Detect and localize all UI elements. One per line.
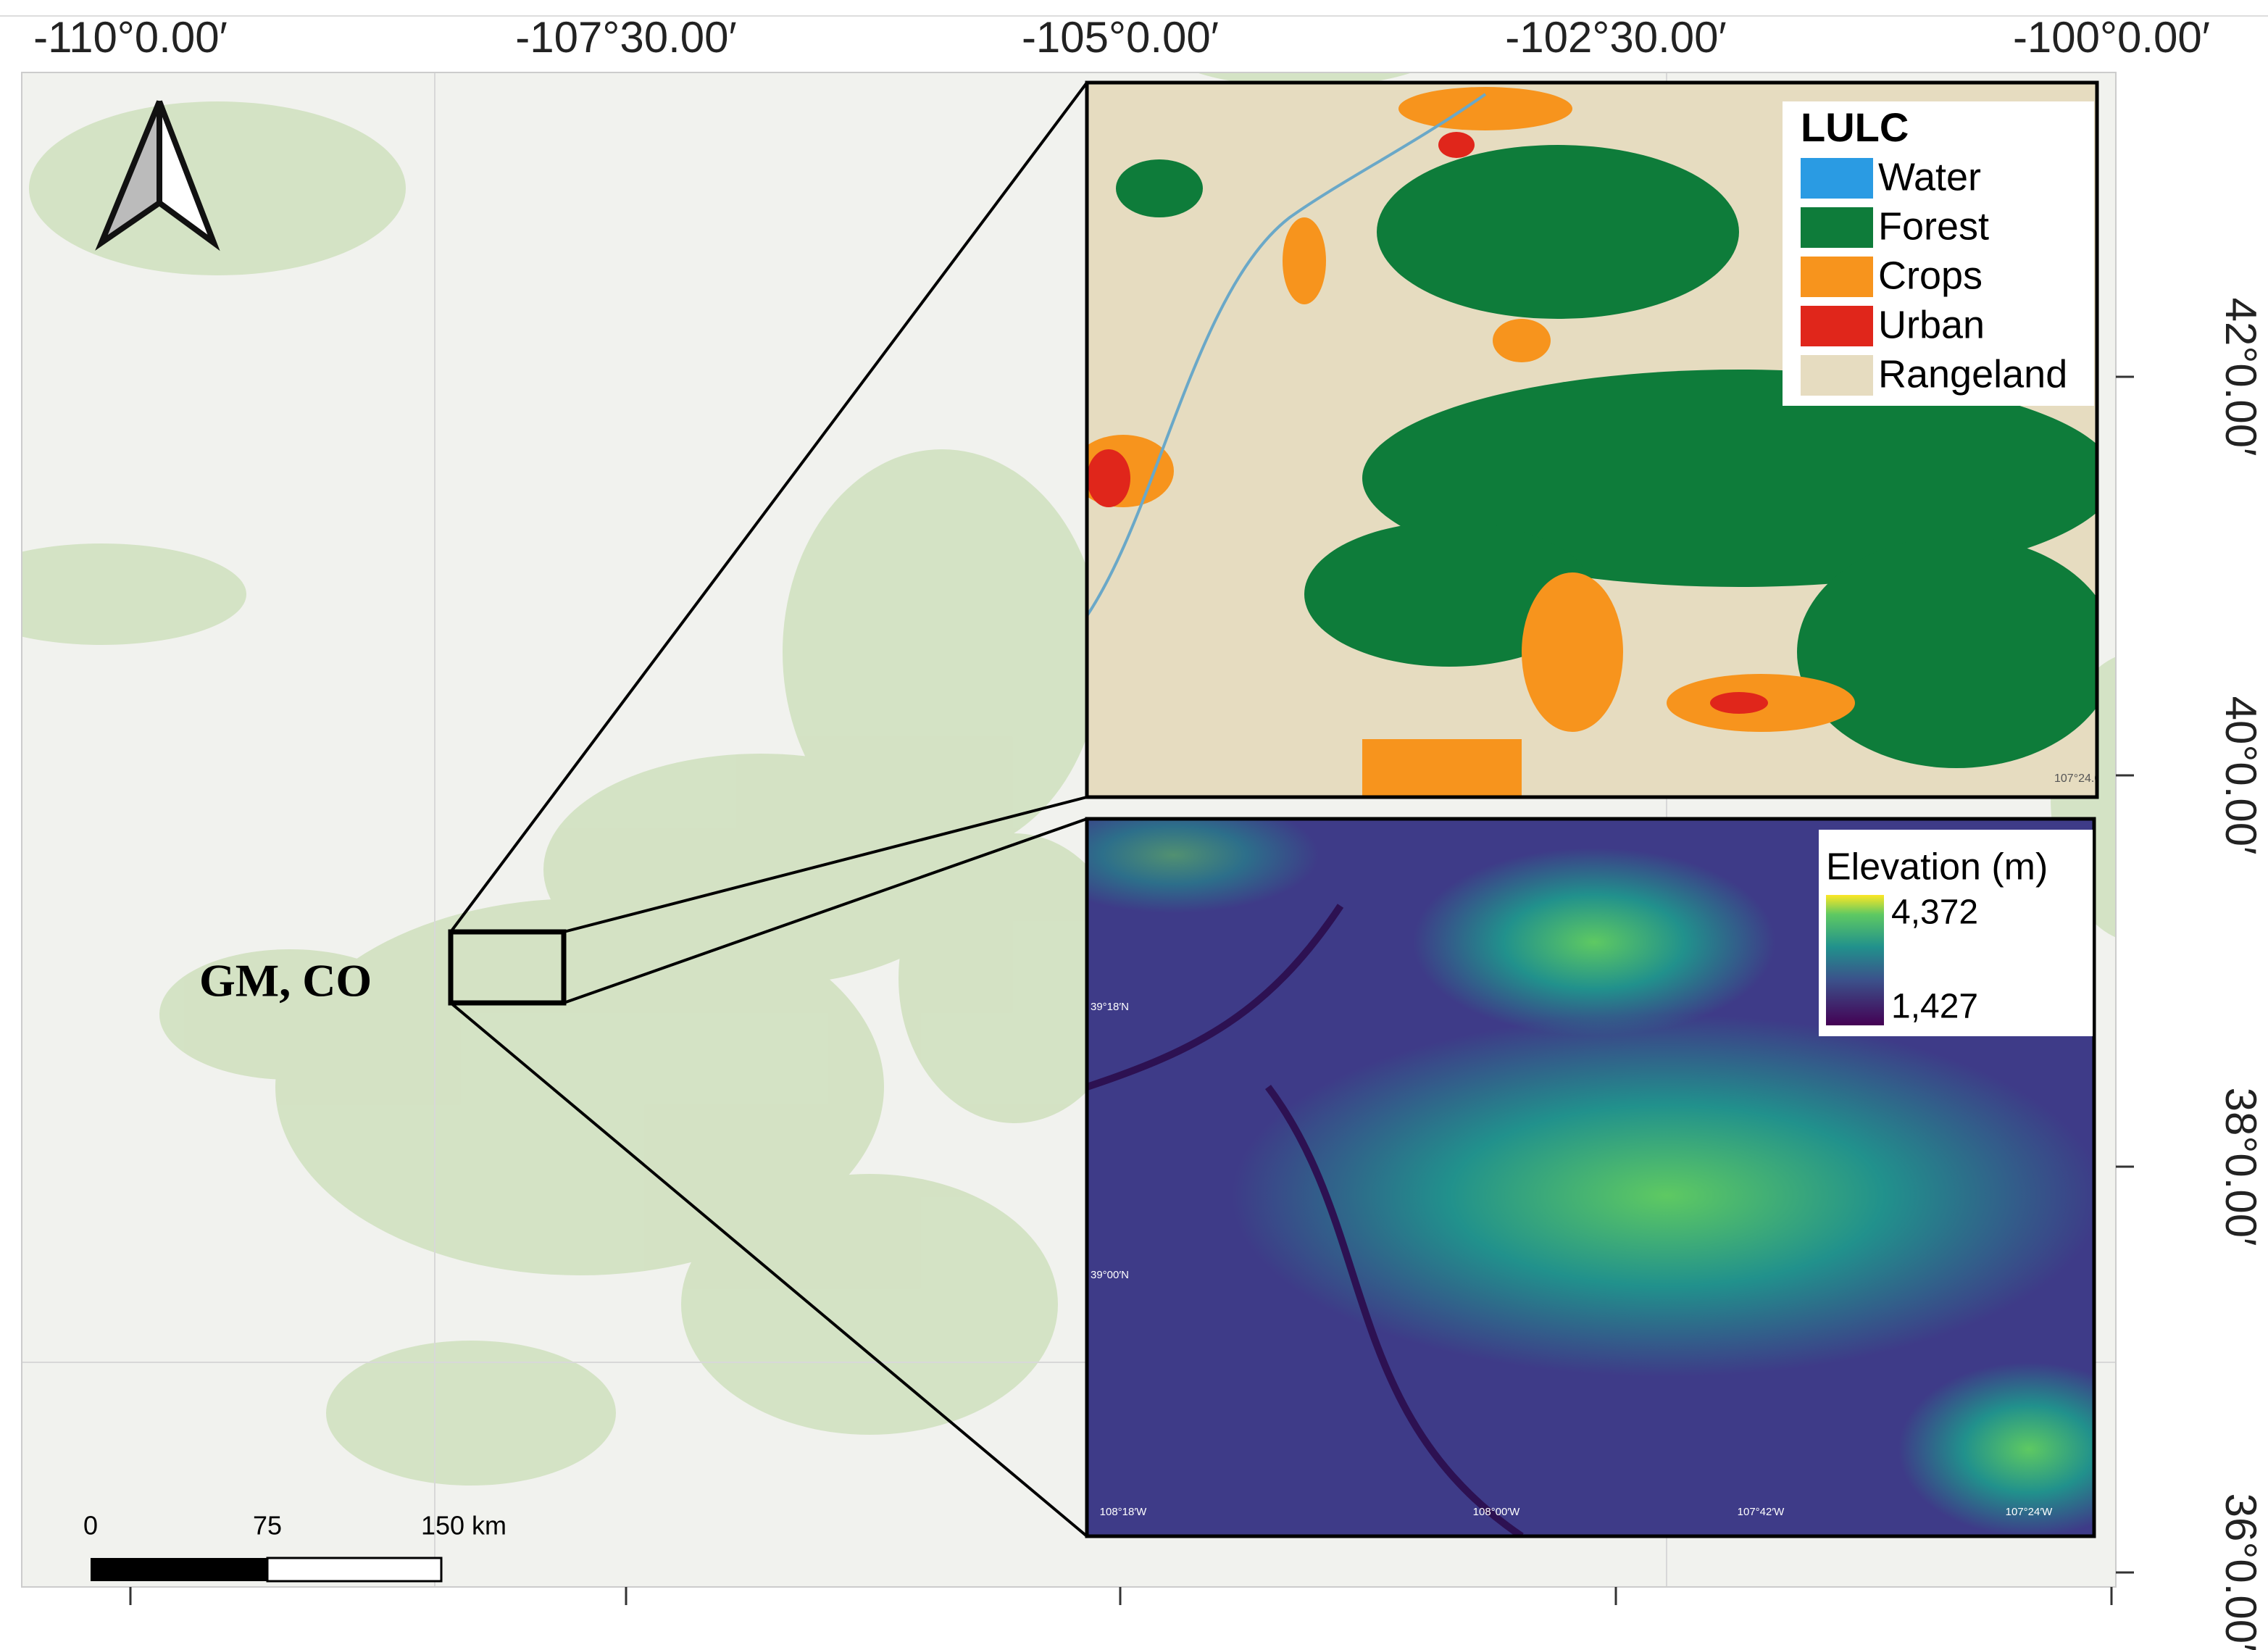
latitude-label: 40°0.00′ <box>2217 696 2265 855</box>
legend-swatch <box>1801 158 1873 199</box>
legend-swatch <box>1801 355 1873 396</box>
scale-label: 150 km <box>421 1511 506 1541</box>
legend-swatch <box>1801 306 1873 346</box>
lulc-frame <box>1085 80 2099 799</box>
legend-label: Rangeland <box>1878 352 2067 396</box>
connector-lines <box>449 81 1088 1538</box>
legend-label: Forest <box>1878 204 1989 248</box>
legend-label: Water <box>1878 155 1981 199</box>
legend-min: 1,427 <box>1891 988 1978 1026</box>
coordinate-label: 39°00′N <box>1091 1269 1129 1281</box>
lulc-river <box>1087 93 1487 617</box>
longitude-label: -110°0.00′ <box>33 13 228 62</box>
coordinate-label: 107°42′W <box>1738 1506 1785 1518</box>
coordinate-label: 108°18′W <box>1100 1506 1148 1518</box>
latitude-label: 36°0.00′ <box>2217 1493 2265 1650</box>
lulc-crops <box>1087 87 1855 797</box>
lulc-urban <box>1087 132 1768 714</box>
coordinate-label: 39°18′N <box>1091 1001 1129 1013</box>
legend-max: 4,372 <box>1891 893 1978 932</box>
elevation-coordinates: 39°18′N 39°00′N 108°18′W 108°00′W 107°42′W 10… <box>1091 1001 2053 1518</box>
scale-bar-dark <box>91 1558 267 1581</box>
site-box <box>448 929 567 1006</box>
elevation-valley <box>1087 904 1524 1536</box>
coordinate-label: 108°00′W <box>1473 1506 1521 1518</box>
latitude-label: 38°0.00′ <box>2217 1088 2265 1246</box>
elevation-legend: Elevation (m) 4,372 1,427 <box>1819 830 2093 1036</box>
legend-label: Urban <box>1878 303 1985 346</box>
vegetation <box>22 72 2116 1486</box>
legend-label: Crops <box>1878 254 1983 297</box>
lulc-legend: LULC Water Forest Crops Urban Rangeland <box>1783 101 2094 406</box>
elevation-ridge <box>1898 1362 2094 1536</box>
elevation-ridge <box>1087 819 1319 913</box>
site-label: GM, CO <box>199 955 372 1007</box>
scale-label: 75 <box>253 1511 282 1541</box>
elevation-frame <box>1085 817 2096 1538</box>
elevation-ridge <box>1232 1014 2094 1377</box>
scale-label: 0 <box>83 1511 98 1541</box>
legend-title: Elevation (m) <box>1826 846 2048 888</box>
color-ramp <box>1826 895 1884 1025</box>
longitude-label: -102°30.00′ <box>1505 13 1726 62</box>
lulc-corner-label: 107°24.000′W <box>2054 772 2127 785</box>
north-arrow <box>95 100 220 251</box>
legend-title: LULC <box>1801 104 1909 150</box>
latitude-label: 42°0.00′ <box>2217 298 2265 457</box>
coordinate-label: 107°24′W <box>2006 1506 2054 1518</box>
legend-swatch <box>1801 207 1873 248</box>
scale-bar-light <box>266 1557 443 1583</box>
lulc-forest <box>1116 145 2097 768</box>
elevation-ridge <box>1413 848 1775 1036</box>
scale-bar: 0 75 150 km <box>83 1511 506 1583</box>
longitude-label: -105°0.00′ <box>1022 13 1219 62</box>
legend-swatch <box>1801 257 1873 297</box>
longitude-label: -107°30.00′ <box>515 13 736 62</box>
map-frame <box>21 72 2117 1588</box>
longitude-label: -100°0.00′ <box>2013 13 2210 62</box>
